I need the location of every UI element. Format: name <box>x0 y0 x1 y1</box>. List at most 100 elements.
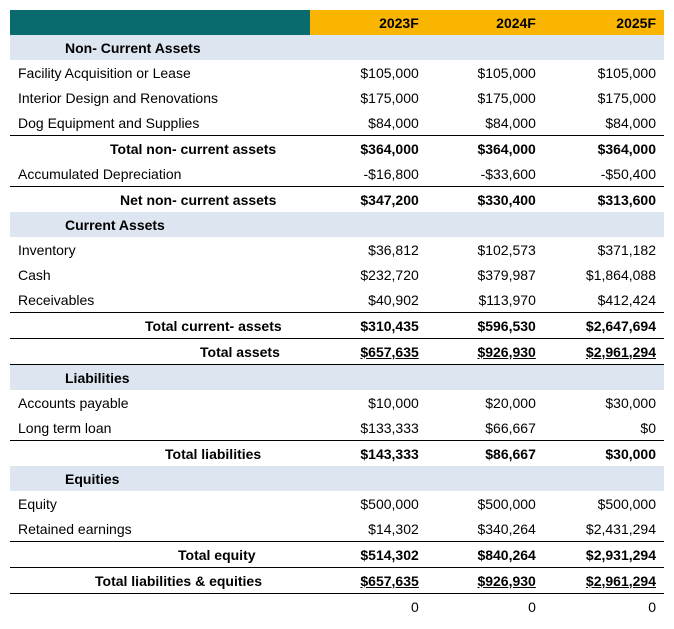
cash-v1: $232,720 <box>310 262 427 287</box>
ap-v2: $20,000 <box>427 390 544 415</box>
net-nca-label: Net non- current assets <box>10 187 310 213</box>
header-2023: 2023F <box>310 10 427 35</box>
check-label <box>10 594 310 620</box>
row-total-liab: Total liabilities $143,333 $86,667 $30,0… <box>10 441 664 467</box>
section-ca-label: Current Assets <box>10 212 310 237</box>
re-label: Retained earnings <box>10 516 310 542</box>
ap-v3: $30,000 <box>544 390 664 415</box>
row-ltl: Long term loan $133,333 $66,667 $0 <box>10 415 664 441</box>
cash-label: Cash <box>10 262 310 287</box>
total-eq-v2: $840,264 <box>427 542 544 568</box>
recv-label: Receivables <box>10 287 310 313</box>
equity-v1: $500,000 <box>310 491 427 516</box>
facility-label: Facility Acquisition or Lease <box>10 60 310 85</box>
equity-label: Equity <box>10 491 310 516</box>
recv-v2: $113,970 <box>427 287 544 313</box>
ltl-v1: $133,333 <box>310 415 427 441</box>
dogeq-v3: $84,000 <box>544 110 664 136</box>
recv-v1: $40,902 <box>310 287 427 313</box>
recv-v3: $412,424 <box>544 287 664 313</box>
total-liab-v2: $86,667 <box>427 441 544 467</box>
total-nca-v1: $364,000 <box>310 136 427 162</box>
total-assets-v3: $2,961,294 <box>544 339 664 365</box>
ltl-label: Long term loan <box>10 415 310 441</box>
inventory-label: Inventory <box>10 237 310 262</box>
section-nca: Non- Current Assets <box>10 35 664 60</box>
net-nca-v2: $330,400 <box>427 187 544 213</box>
check-v3: 0 <box>544 594 664 620</box>
row-facility: Facility Acquisition or Lease $105,000 $… <box>10 60 664 85</box>
total-ca-v3: $2,647,694 <box>544 313 664 339</box>
re-v2: $340,264 <box>427 516 544 542</box>
accdep-v3: -$50,400 <box>544 161 664 187</box>
total-eq-v3: $2,931,294 <box>544 542 664 568</box>
row-total-assets: Total assets $657,635 $926,930 $2,961,29… <box>10 339 664 365</box>
balance-sheet-table: 2023F 2024F 2025F Non- Current Assets Fa… <box>10 10 664 619</box>
total-ca-v1: $310,435 <box>310 313 427 339</box>
facility-v1: $105,000 <box>310 60 427 85</box>
interior-v3: $175,000 <box>544 85 664 110</box>
total-nca-v2: $364,000 <box>427 136 544 162</box>
equity-v2: $500,000 <box>427 491 544 516</box>
ap-v1: $10,000 <box>310 390 427 415</box>
dogeq-v2: $84,000 <box>427 110 544 136</box>
row-re: Retained earnings $14,302 $340,264 $2,43… <box>10 516 664 542</box>
total-assets-label: Total assets <box>10 339 310 365</box>
total-liab-label: Total liabilities <box>10 441 310 467</box>
row-equity: Equity $500,000 $500,000 $500,000 <box>10 491 664 516</box>
facility-v3: $105,000 <box>544 60 664 85</box>
total-le-v2: $926,930 <box>427 568 544 594</box>
inventory-v1: $36,812 <box>310 237 427 262</box>
section-eq: Equities <box>10 466 664 491</box>
total-le-label: Total liabilities & equities <box>10 568 310 594</box>
accdep-v2: -$33,600 <box>427 161 544 187</box>
interior-v1: $175,000 <box>310 85 427 110</box>
interior-v2: $175,000 <box>427 85 544 110</box>
total-nca-v3: $364,000 <box>544 136 664 162</box>
facility-v2: $105,000 <box>427 60 544 85</box>
re-v1: $14,302 <box>310 516 427 542</box>
total-assets-v2: $926,930 <box>427 339 544 365</box>
row-inventory: Inventory $36,812 $102,573 $371,182 <box>10 237 664 262</box>
row-net-nca: Net non- current assets $347,200 $330,40… <box>10 187 664 213</box>
ltl-v2: $66,667 <box>427 415 544 441</box>
check-v2: 0 <box>427 594 544 620</box>
accdep-label: Accumulated Depreciation <box>10 161 310 187</box>
header-2024: 2024F <box>427 10 544 35</box>
equity-v3: $500,000 <box>544 491 664 516</box>
re-v3: $2,431,294 <box>544 516 664 542</box>
cash-v2: $379,987 <box>427 262 544 287</box>
row-accdep: Accumulated Depreciation -$16,800 -$33,6… <box>10 161 664 187</box>
row-total-eq: Total equity $514,302 $840,264 $2,931,29… <box>10 542 664 568</box>
cash-v3: $1,864,088 <box>544 262 664 287</box>
inventory-v3: $371,182 <box>544 237 664 262</box>
ltl-v3: $0 <box>544 415 664 441</box>
total-eq-label: Total equity <box>10 542 310 568</box>
net-nca-v3: $313,600 <box>544 187 664 213</box>
check-v1: 0 <box>310 594 427 620</box>
total-eq-v1: $514,302 <box>310 542 427 568</box>
accdep-v1: -$16,800 <box>310 161 427 187</box>
row-total-le: Total liabilities & equities $657,635 $9… <box>10 568 664 594</box>
row-dogeq: Dog Equipment and Supplies $84,000 $84,0… <box>10 110 664 136</box>
total-le-v3: $2,961,294 <box>544 568 664 594</box>
section-eq-label: Equities <box>10 466 310 491</box>
dogeq-label: Dog Equipment and Supplies <box>10 110 310 136</box>
row-total-nca: Total non- current assets $364,000 $364,… <box>10 136 664 162</box>
section-ca: Current Assets <box>10 212 664 237</box>
row-recv: Receivables $40,902 $113,970 $412,424 <box>10 287 664 313</box>
row-interior: Interior Design and Renovations $175,000… <box>10 85 664 110</box>
dogeq-v1: $84,000 <box>310 110 427 136</box>
total-liab-v3: $30,000 <box>544 441 664 467</box>
inventory-v2: $102,573 <box>427 237 544 262</box>
header-2025: 2025F <box>544 10 664 35</box>
total-le-v1: $657,635 <box>310 568 427 594</box>
total-nca-label: Total non- current assets <box>10 136 310 162</box>
header-blank <box>10 10 310 35</box>
row-total-ca: Total current- assets $310,435 $596,530 … <box>10 313 664 339</box>
header-row: 2023F 2024F 2025F <box>10 10 664 35</box>
total-ca-v2: $596,530 <box>427 313 544 339</box>
section-nca-label: Non- Current Assets <box>10 35 310 60</box>
section-liab-label: Liabilities <box>10 365 310 391</box>
interior-label: Interior Design and Renovations <box>10 85 310 110</box>
